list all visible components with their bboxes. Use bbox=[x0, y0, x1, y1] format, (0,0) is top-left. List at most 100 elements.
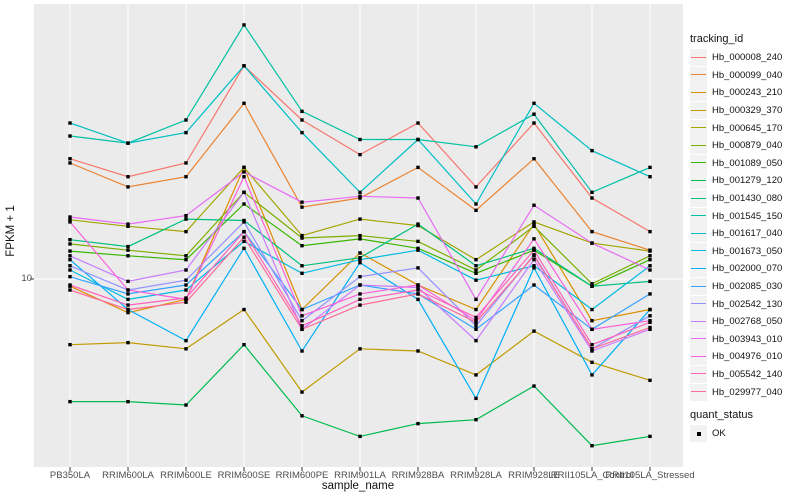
legend-entry-label: Hb_003943_010 bbox=[712, 333, 783, 345]
data-point-marker bbox=[532, 157, 536, 161]
data-point-marker bbox=[474, 307, 478, 312]
data-point-marker bbox=[300, 130, 304, 135]
data-point-marker bbox=[474, 315, 478, 320]
legend-entry-label: Hb_001089_050 bbox=[712, 157, 783, 169]
data-point-marker bbox=[68, 215, 72, 219]
data-point-marker bbox=[126, 224, 130, 229]
data-point-marker bbox=[358, 194, 362, 198]
x-tick-label: RRIM901LA bbox=[334, 470, 386, 481]
legend-key-swatch bbox=[690, 137, 707, 155]
data-point-marker bbox=[184, 300, 188, 304]
legend-key-line bbox=[691, 162, 706, 164]
legend-key-swatch bbox=[690, 348, 707, 366]
data-point-marker bbox=[300, 118, 304, 122]
legend-entry-label: Hb_000099_040 bbox=[712, 69, 783, 81]
data-point-marker bbox=[648, 307, 652, 312]
data-point-marker bbox=[68, 249, 72, 253]
legend-key-swatch bbox=[690, 383, 707, 401]
x-tick-label: RRII105LA_Control bbox=[550, 470, 634, 481]
data-point-marker bbox=[474, 271, 478, 276]
data-point-marker bbox=[300, 264, 304, 268]
data-point-marker bbox=[416, 246, 420, 251]
data-point-marker bbox=[358, 283, 362, 287]
data-point-marker bbox=[184, 213, 188, 218]
x-tick-label: RRIM600PE bbox=[275, 470, 329, 481]
legend-key-line bbox=[691, 144, 706, 146]
data-point-marker bbox=[358, 190, 362, 195]
legend-entry-Hb_005542_140: Hb_005542_140 bbox=[690, 365, 798, 384]
x-tick-label: PB350LA bbox=[49, 470, 91, 481]
data-point-marker bbox=[648, 320, 652, 325]
data-point-marker bbox=[184, 403, 188, 407]
data-point-marker bbox=[242, 239, 246, 244]
data-point-marker bbox=[358, 251, 362, 255]
legend-entry-Hb_001089_050: Hb_001089_050 bbox=[690, 154, 798, 173]
data-point-marker bbox=[126, 288, 130, 292]
data-point-marker bbox=[532, 203, 536, 207]
data-point-marker bbox=[590, 307, 594, 312]
data-point-marker bbox=[532, 264, 536, 268]
data-point-marker bbox=[648, 229, 652, 234]
data-point-marker bbox=[300, 324, 304, 328]
data-point-marker bbox=[358, 260, 362, 265]
data-point-marker bbox=[126, 254, 130, 258]
data-point-marker bbox=[358, 237, 362, 241]
legend-entry-label: Hb_000879_040 bbox=[712, 140, 783, 152]
legend-key-line bbox=[691, 215, 706, 217]
data-point-marker bbox=[590, 284, 594, 288]
data-point-marker bbox=[590, 282, 594, 286]
data-point-marker bbox=[648, 254, 652, 258]
data-point-marker bbox=[416, 288, 420, 292]
data-point-marker bbox=[474, 297, 478, 302]
x-tick-label: RRIM600LA bbox=[102, 470, 154, 481]
data-point-marker bbox=[648, 257, 652, 262]
legend-entry-Hb_000099_040: Hb_000099_040 bbox=[690, 66, 798, 85]
data-point-marker bbox=[242, 342, 246, 347]
legend-entry-Hb_003943_010: Hb_003943_010 bbox=[690, 330, 798, 349]
data-point-marker bbox=[474, 338, 478, 343]
legend-key-line bbox=[691, 285, 706, 287]
data-point-marker bbox=[68, 342, 72, 347]
data-point-marker bbox=[648, 165, 652, 170]
x-tick-label: RRIM928LA bbox=[450, 470, 502, 481]
data-point-marker bbox=[126, 310, 130, 315]
data-point-marker bbox=[532, 248, 536, 252]
data-point-marker bbox=[358, 297, 362, 302]
data-point-marker bbox=[416, 297, 420, 302]
data-point-marker bbox=[184, 118, 188, 122]
data-point-marker bbox=[474, 268, 478, 272]
data-point-marker bbox=[532, 222, 536, 226]
data-point-marker bbox=[68, 283, 72, 287]
data-point-marker bbox=[358, 137, 362, 142]
data-point-marker bbox=[184, 338, 188, 343]
data-point-marker bbox=[474, 185, 478, 189]
data-point-marker bbox=[184, 288, 188, 292]
legend-key-swatch bbox=[690, 172, 707, 190]
data-point-marker bbox=[184, 268, 188, 272]
data-point-marker bbox=[416, 292, 420, 296]
legend-key-swatch bbox=[690, 84, 707, 102]
data-point-marker bbox=[648, 314, 652, 318]
legend-key-line bbox=[691, 338, 706, 340]
data-point-marker bbox=[300, 327, 304, 332]
data-point-marker bbox=[242, 190, 246, 195]
data-point-marker bbox=[242, 202, 246, 206]
legend-key-swatch bbox=[690, 242, 707, 260]
data-point-marker bbox=[532, 112, 536, 116]
data-point-marker bbox=[474, 320, 478, 325]
legend-title-quant-status: quant_status bbox=[690, 408, 753, 421]
data-point-marker bbox=[416, 248, 420, 252]
legend-key-line bbox=[691, 391, 706, 393]
legend-entry-Hb_002000_070: Hb_002000_070 bbox=[690, 260, 798, 278]
x-tick-label: RRIM928BA bbox=[391, 470, 445, 481]
legend-key-line bbox=[691, 232, 706, 234]
data-point-marker bbox=[184, 347, 188, 351]
data-point-marker bbox=[184, 254, 188, 258]
data-point-marker bbox=[68, 220, 72, 224]
data-point-marker bbox=[68, 121, 72, 125]
data-point-marker bbox=[242, 23, 246, 27]
data-point-marker bbox=[416, 349, 420, 353]
data-point-marker bbox=[532, 237, 536, 241]
legend-entry-label: Hb_001279_120 bbox=[712, 175, 783, 187]
